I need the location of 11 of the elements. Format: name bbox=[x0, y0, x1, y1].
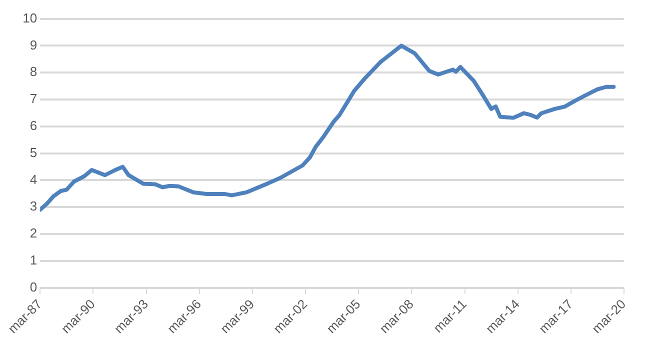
y-tick-label: 4 bbox=[30, 172, 38, 187]
y-tick-label: 3 bbox=[30, 198, 38, 214]
y-tick-label: 1 bbox=[30, 252, 38, 268]
y-tick-label: 10 bbox=[22, 10, 38, 26]
y-tick-label: 7 bbox=[30, 91, 38, 106]
y-tick-label: 9 bbox=[30, 37, 38, 52]
y-tick-label: 0 bbox=[30, 279, 38, 294]
y-tick-label: 5 bbox=[30, 144, 38, 160]
y-tick-label: 6 bbox=[30, 118, 38, 133]
y-tick-label: 8 bbox=[30, 64, 38, 80]
y-tick-label: 2 bbox=[30, 226, 38, 241]
